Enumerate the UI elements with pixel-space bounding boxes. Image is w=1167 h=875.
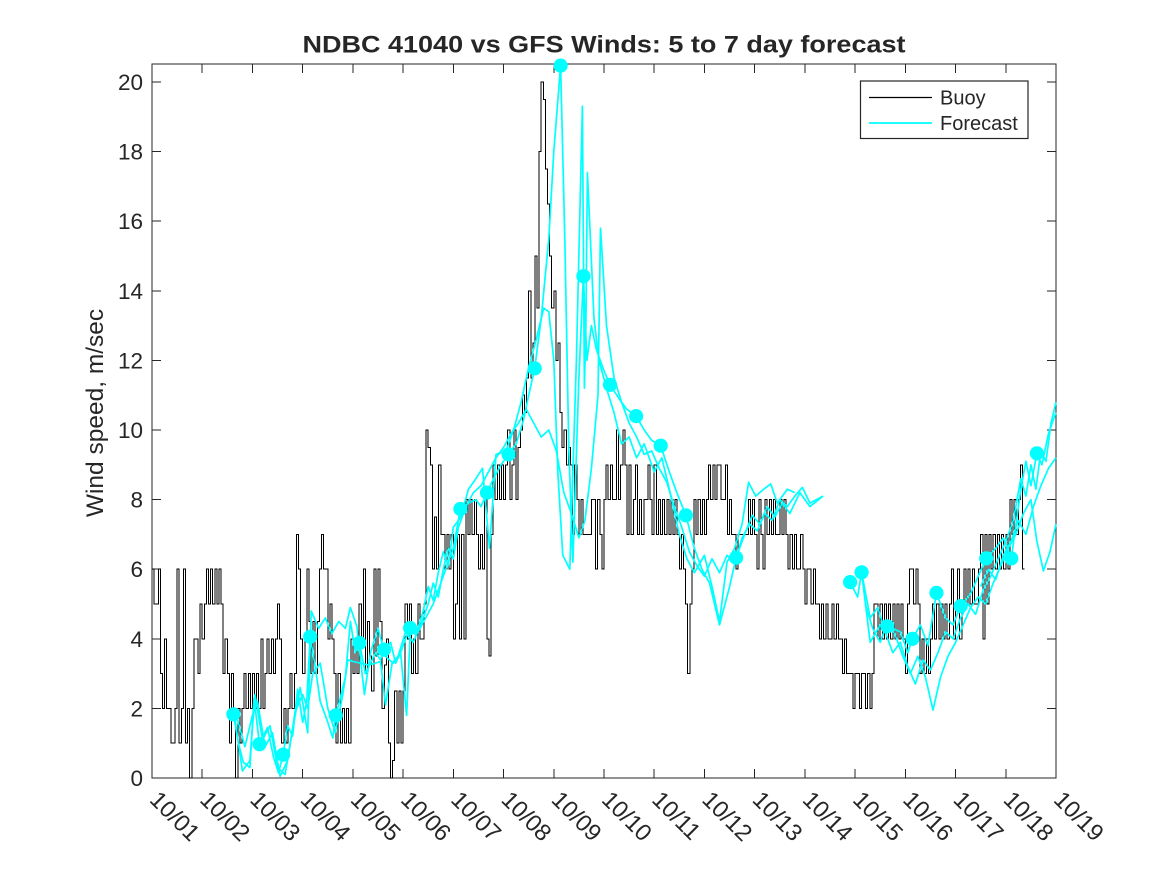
- svg-text:Buoy: Buoy: [940, 88, 986, 110]
- svg-text:10: 10: [118, 418, 143, 443]
- svg-text:2: 2: [130, 696, 143, 721]
- svg-text:12: 12: [118, 348, 143, 373]
- svg-text:20: 20: [118, 70, 143, 95]
- svg-text:8: 8: [130, 488, 143, 513]
- svg-text:Wind speed, m/sec: Wind speed, m/sec: [82, 309, 109, 517]
- svg-text:16: 16: [118, 209, 143, 234]
- svg-text:Forecast: Forecast: [940, 113, 1018, 135]
- svg-text:18: 18: [118, 140, 143, 165]
- svg-text:6: 6: [130, 557, 143, 582]
- svg-text:4: 4: [130, 627, 143, 652]
- svg-text:NDBC 41040 vs GFS Winds: 5 to: NDBC 41040 vs GFS Winds: 5 to 7 day fore…: [303, 32, 906, 59]
- svg-text:0: 0: [130, 766, 143, 791]
- svg-text:14: 14: [118, 279, 143, 304]
